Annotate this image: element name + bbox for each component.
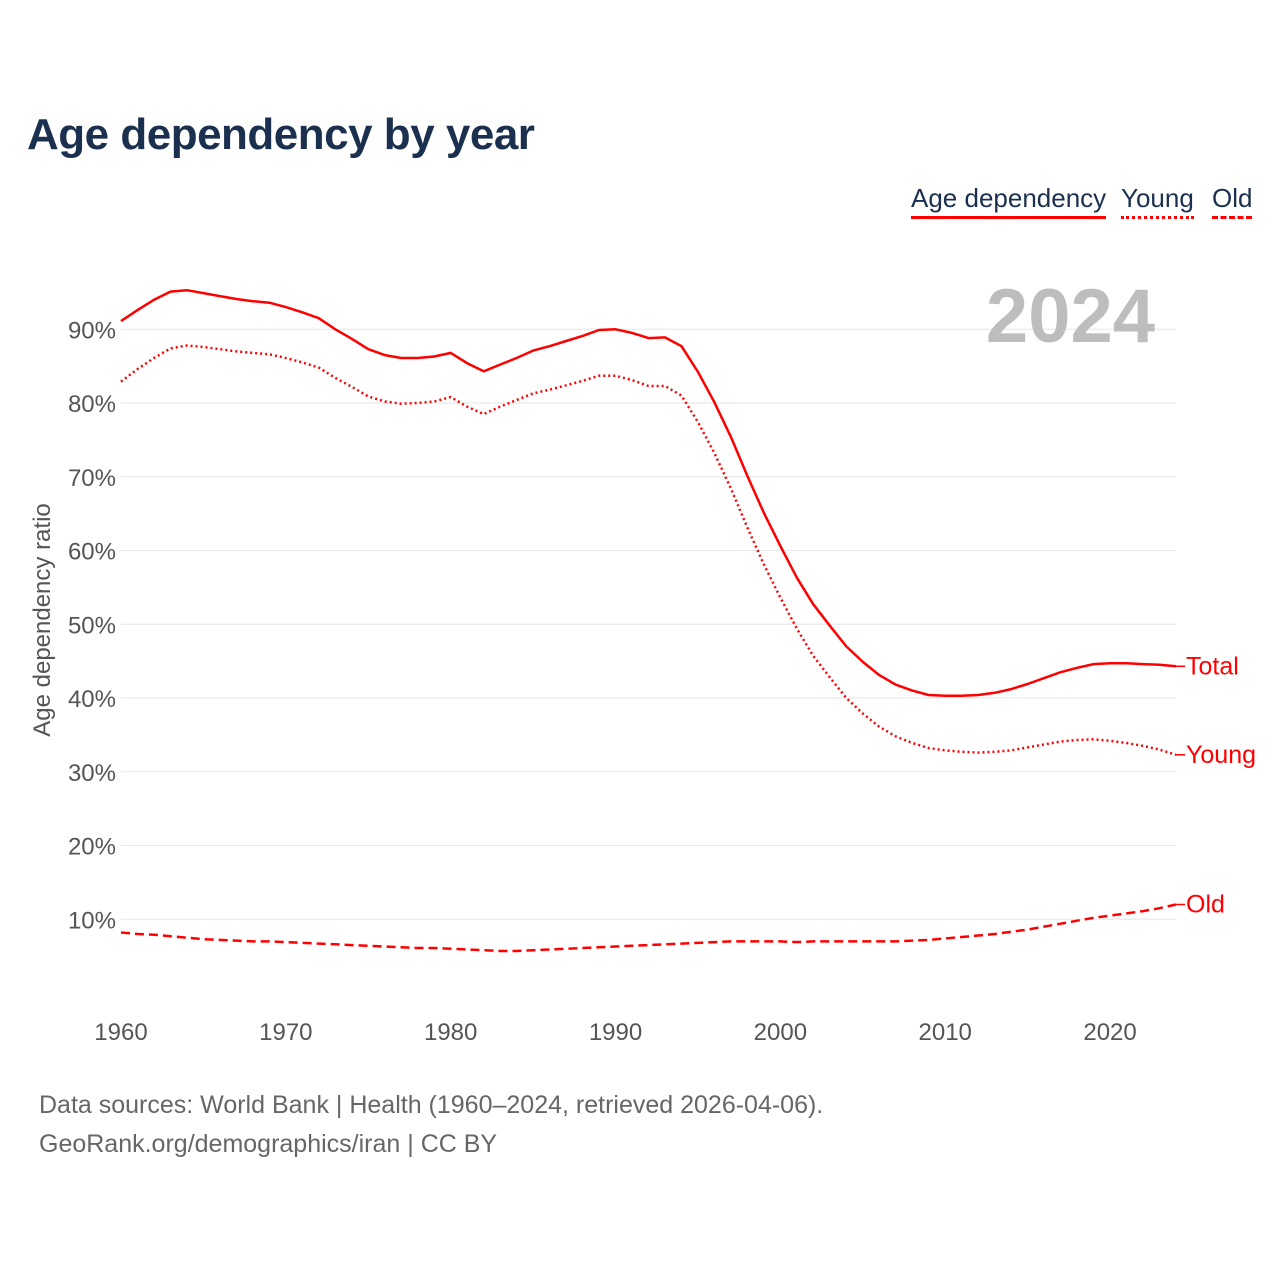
x-tick-label: 1990 — [589, 1019, 642, 1046]
x-tick-label: 2000 — [754, 1019, 807, 1046]
y-tick-label: 90% — [68, 317, 116, 344]
series-line-total — [120, 288, 1177, 698]
series-line-old — [120, 903, 1177, 953]
series-end-label-old: Old — [1186, 891, 1225, 919]
series-end-label-total: Total — [1186, 652, 1239, 680]
y-tick-label: 60% — [68, 539, 116, 566]
legend-item-old[interactable]: Old — [1212, 183, 1253, 219]
chart-title: Age dependency by year — [27, 110, 535, 159]
series-end-label-young: Young — [1186, 741, 1256, 769]
legend-item-young[interactable]: Young — [1121, 183, 1194, 219]
x-tick-label: 1960 — [94, 1019, 147, 1046]
y-tick-label: 80% — [68, 391, 116, 418]
footer: Data sources: World Bank | Health (1960–… — [39, 1086, 823, 1164]
y-tick-label: 20% — [68, 834, 116, 861]
year-watermark: 2024 — [986, 274, 1155, 359]
x-tick-label: 1970 — [259, 1019, 312, 1046]
y-tick-label: 40% — [68, 686, 116, 713]
x-tick-label: 2010 — [919, 1019, 972, 1046]
x-tick-label: 1980 — [424, 1019, 477, 1046]
y-axis-label: Age dependency ratio — [29, 503, 56, 737]
x-tick-label: 2020 — [1083, 1019, 1136, 1046]
footer-link[interactable]: GeoRank.org/demographics/iran | CC BY — [39, 1130, 498, 1158]
y-tick-label: 10% — [68, 907, 116, 934]
series-line-young — [120, 344, 1177, 756]
y-tick-label: 50% — [68, 612, 116, 639]
legend-item-total[interactable]: Age dependency — [911, 183, 1107, 219]
y-tick-label: 30% — [68, 760, 116, 787]
footer-sources: Data sources: World Bank | Health (1960–… — [39, 1091, 824, 1119]
y-tick-label: 70% — [68, 465, 116, 492]
